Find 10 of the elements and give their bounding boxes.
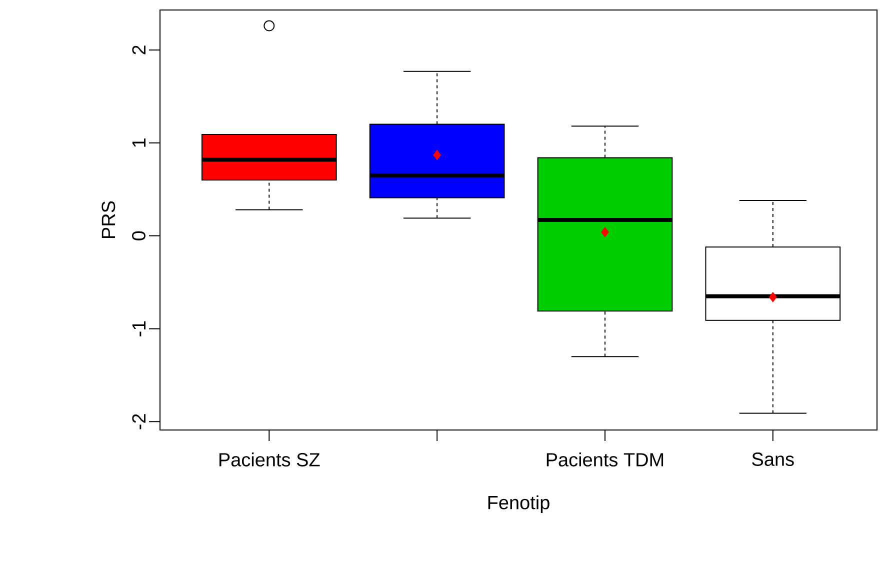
y-axis-title: PRS [102, 201, 116, 238]
y-tick-label: -1 [132, 321, 146, 336]
y-tick-label: 1 [132, 138, 146, 147]
y-tick-label: 2 [132, 46, 146, 54]
x-tick-label: Pacients TDM [546, 452, 664, 466]
x-tick-label: Sans [752, 452, 794, 466]
y-tick-label: -2 [132, 414, 146, 430]
x-axis-title: Fenotip [488, 495, 550, 514]
x-tick-label: Pacients SZ [219, 452, 320, 466]
y-tick-label: 0 [132, 231, 146, 240]
